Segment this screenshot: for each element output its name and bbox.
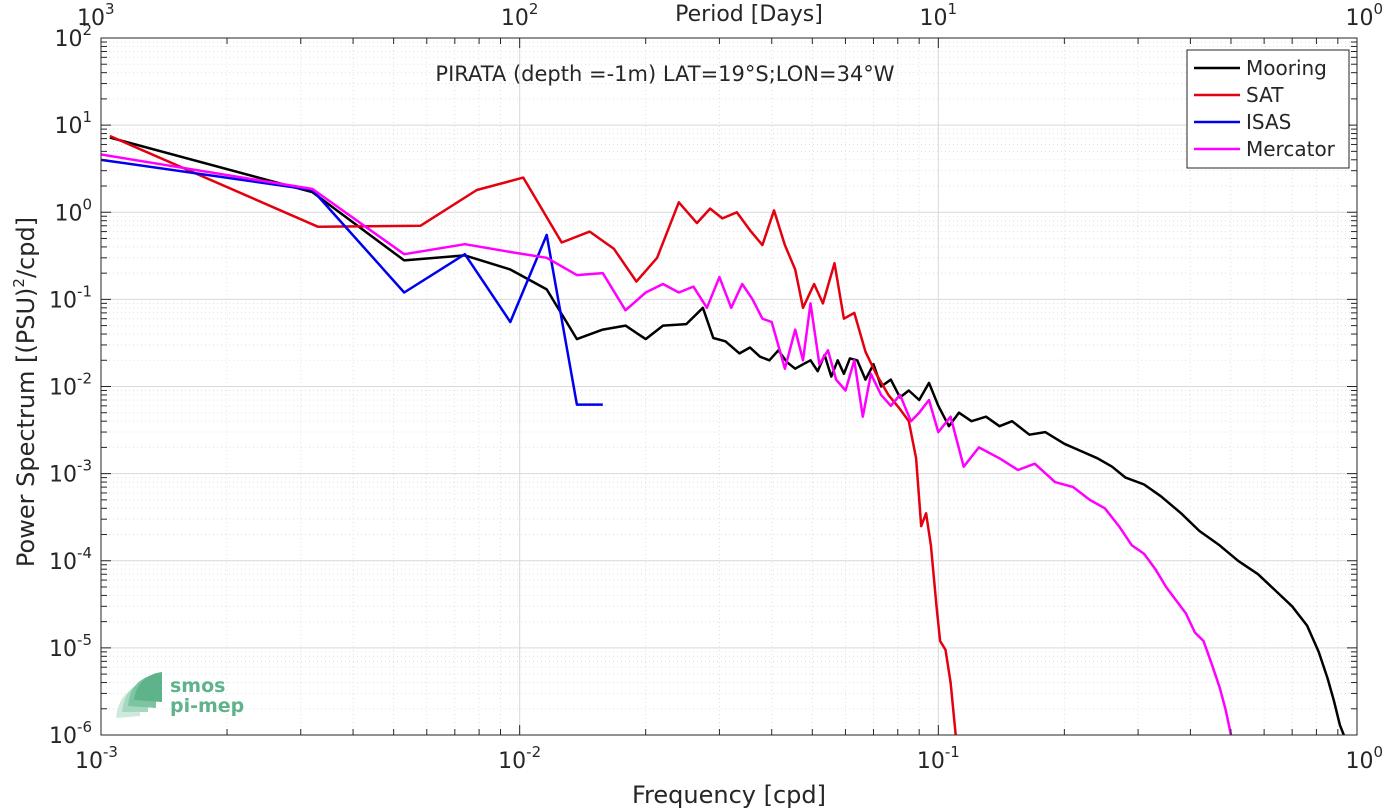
x-tick-label: 10-1 xyxy=(917,743,960,774)
x2-tick-label: 102 xyxy=(501,0,539,31)
y-tick-label: 10-6 xyxy=(49,718,92,749)
x2-tick-label: 101 xyxy=(920,0,958,31)
x-tick-label: 10-3 xyxy=(75,743,118,774)
grid xyxy=(100,37,1358,736)
y-tick-label-exponent: -2 xyxy=(77,370,92,388)
x2-tick-label: 103 xyxy=(77,0,115,31)
y-tick-label: 101 xyxy=(54,108,92,139)
y-tick-label: 10-3 xyxy=(49,457,92,488)
y-tick-label-exponent: 0 xyxy=(82,195,92,213)
series-line-sat xyxy=(109,134,957,735)
x2-tick-label-exponent: 0 xyxy=(1373,0,1383,18)
series-layer xyxy=(101,134,1345,735)
y-tick-label-exponent: 2 xyxy=(82,21,92,39)
x-tick-label-exponent: -1 xyxy=(945,743,960,761)
series-line-mooring xyxy=(109,136,1345,735)
y-tick-label-base: 10 xyxy=(49,376,77,401)
x-tick-label: 10-2 xyxy=(498,743,541,774)
axis-ticks xyxy=(100,37,1358,736)
x-tick-label-base: 10 xyxy=(75,749,103,774)
y-tick-label-exponent: -4 xyxy=(77,544,92,562)
legend-label-sat: SAT xyxy=(1246,83,1284,107)
y-axis-label-tail: /cpd] xyxy=(12,217,40,278)
logo-wave-4 xyxy=(134,672,162,702)
y-tick-label: 10-1 xyxy=(49,282,92,313)
y-axis-label-base: Power Spectrum [(PSU) xyxy=(12,288,40,567)
y-tick-label-base: 10 xyxy=(49,288,77,313)
logo-text-pi-mep: pi-mep xyxy=(170,695,244,717)
tick-labels: 10-3 10-2 10-1 10010-610-510-410-310-210-11… xyxy=(49,0,1383,774)
x-tick-label-exponent: -2 xyxy=(526,743,541,761)
y-tick-label-exponent: -6 xyxy=(77,718,92,736)
y-tick-label-base: 10 xyxy=(49,637,77,662)
y-axis-label: Power Spectrum [(PSU)2/cpd] xyxy=(10,217,40,567)
x2-tick-label-exponent: 1 xyxy=(948,0,958,18)
logo-text-smos: smos xyxy=(170,675,225,697)
legend: Mooring SAT ISAS Mercator xyxy=(1186,49,1350,169)
y-tick-label-exponent: 1 xyxy=(82,108,92,126)
x-tick-label: 100 xyxy=(1345,743,1383,774)
x-tick-label-base: 10 xyxy=(1345,749,1373,774)
y-tick-label: 102 xyxy=(54,21,92,52)
x-tick-label-exponent: -3 xyxy=(103,743,118,761)
x2-axis-label: Period [Days] xyxy=(675,2,823,27)
x2-tick-label-base: 10 xyxy=(1345,6,1373,31)
x2-tick-label-base: 10 xyxy=(920,6,948,31)
x2-tick-label: 100 xyxy=(1345,0,1383,31)
legend-label-mooring: Mooring xyxy=(1246,56,1327,80)
y-tick-label-base: 10 xyxy=(49,463,77,488)
series-line-mercator xyxy=(101,153,1233,735)
y-tick-label-exponent: -5 xyxy=(77,631,92,649)
y-tick-label: 10-2 xyxy=(49,370,92,401)
series-line-isas xyxy=(101,158,603,406)
x-tick-label-base: 10 xyxy=(917,749,945,774)
y-tick-label: 10-4 xyxy=(49,544,92,575)
y-axis-label-sup: 2 xyxy=(10,278,28,288)
legend-label-isas: ISAS xyxy=(1246,110,1291,134)
y-tick-label-exponent: -1 xyxy=(77,282,92,300)
y-tick-label-base: 10 xyxy=(54,114,82,139)
x2-tick-label-base: 10 xyxy=(77,6,105,31)
x-tick-label-exponent: 0 xyxy=(1373,743,1383,761)
y-tick-label-base: 10 xyxy=(54,201,82,226)
y-tick-label: 100 xyxy=(54,195,92,226)
smos-pi-mep-logo: smos pi-mep xyxy=(116,672,244,718)
chart-title: PIRATA (depth =-1m) LAT=19°S;LON=34°W xyxy=(435,62,894,86)
x-axis-label: Frequency [cpd] xyxy=(632,781,826,809)
x2-tick-label-exponent: 2 xyxy=(529,0,539,18)
y-tick-label-base: 10 xyxy=(49,724,77,749)
y-tick-label-base: 10 xyxy=(49,550,77,575)
x-tick-label-base: 10 xyxy=(498,749,526,774)
y-tick-label-base: 10 xyxy=(54,27,82,52)
x2-tick-label-base: 10 xyxy=(501,6,529,31)
y-tick-label-exponent: -3 xyxy=(77,457,92,475)
y-tick-label: 10-5 xyxy=(49,631,92,662)
legend-label-mercator: Mercator xyxy=(1246,137,1336,161)
x2-tick-label-exponent: 3 xyxy=(105,0,115,18)
